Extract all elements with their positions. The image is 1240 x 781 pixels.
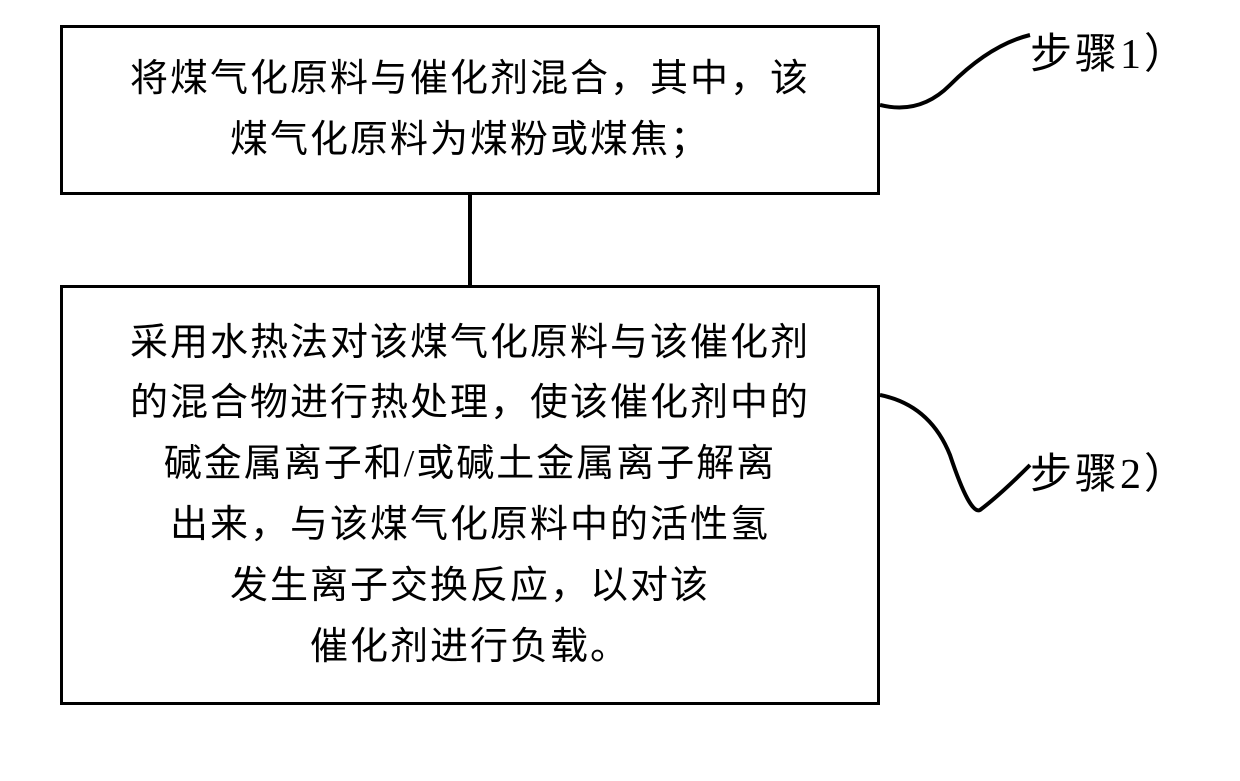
connector-line <box>468 195 472 285</box>
brace-1 <box>880 15 1040 145</box>
step-2-line-2: 碱金属离子和/或碱土金属离子解离 <box>164 434 777 495</box>
step-1-box: 将煤气化原料与催化剂混合，其中，该 煤气化原料为煤粉或煤焦； <box>60 25 880 195</box>
step-2-line-0: 采用水热法对该煤气化原料与该催化剂 <box>130 313 810 374</box>
step-2-line-3: 出来，与该煤气化原料中的活性氢 <box>170 495 770 556</box>
brace-2 <box>880 375 1040 565</box>
step-1-label: 步骤1） <box>1030 20 1189 81</box>
step-2-line-1: 的混合物进行热处理，使该催化剂中的 <box>130 373 810 434</box>
flowchart-container: 将煤气化原料与催化剂混合，其中，该 煤气化原料为煤粉或煤焦； 步骤1） 采用水热… <box>60 25 1180 705</box>
step-1-line-1: 煤气化原料为煤粉或煤焦； <box>230 110 710 171</box>
step-1-line-0: 将煤气化原料与催化剂混合，其中，该 <box>130 49 810 110</box>
step-2-line-5: 催化剂进行负载。 <box>310 617 630 678</box>
step-2-box: 采用水热法对该煤气化原料与该催化剂 的混合物进行热处理，使该催化剂中的 碱金属离… <box>60 285 880 705</box>
step-2-label: 步骤2） <box>1030 440 1189 501</box>
step-2-line-4: 发生离子交换反应，以对该 <box>230 556 710 617</box>
